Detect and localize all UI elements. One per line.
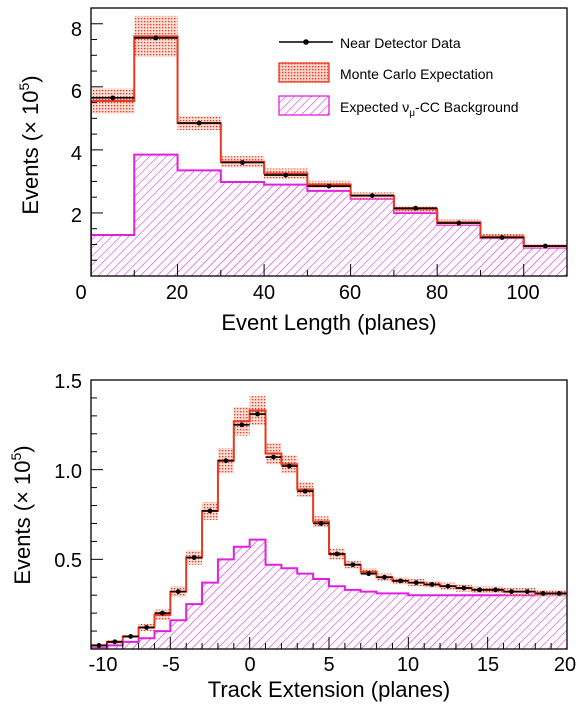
bottom-data-point xyxy=(398,578,403,584)
top-data-point xyxy=(413,205,418,211)
top-data-point xyxy=(369,193,375,199)
top-data-point xyxy=(542,243,548,249)
bottom-background-area xyxy=(91,539,567,649)
top-data-point xyxy=(283,172,289,178)
top-xtick-label: 20 xyxy=(166,282,188,304)
bottom-data-point xyxy=(540,591,546,596)
bottom-data-point xyxy=(255,411,260,417)
top-mc-line xyxy=(91,35,567,276)
top-plot-frame xyxy=(90,7,568,277)
bottom-data-point xyxy=(556,591,562,596)
top-data-point xyxy=(110,95,116,101)
bottom-data-point xyxy=(413,580,419,586)
top-xtick-label: 60 xyxy=(339,282,361,304)
top-xtick-label: 0 xyxy=(75,282,86,304)
bottom-data-point xyxy=(318,521,324,526)
legend-item-background: Expected νμ-CC Background xyxy=(278,95,519,119)
top-ytick-label: 8 xyxy=(71,19,82,41)
top-ytick-label: 6 xyxy=(71,81,82,103)
bottom-data-point xyxy=(175,589,181,595)
top-xtick-label: 80 xyxy=(426,282,448,304)
bottom-xtick-label: -5 xyxy=(162,654,180,676)
bottom-data-point xyxy=(477,587,483,593)
bottom-ytick-label: 0.5 xyxy=(54,550,82,572)
bottom-data-point xyxy=(96,643,102,648)
top-xtick-label: 40 xyxy=(253,282,275,304)
bottom-ytick-label: 1.5 xyxy=(54,371,82,393)
bottom-data-point xyxy=(493,587,498,593)
bottom-y-axis-label: Events (× 105) xyxy=(8,445,35,584)
bottom-background-line xyxy=(91,538,567,649)
bottom-data-point xyxy=(191,555,197,560)
bottom-data-point xyxy=(382,574,387,580)
legend-background-label: Expected νμ-CC Background xyxy=(340,99,519,119)
bottom-data-point xyxy=(302,488,308,494)
bottom-data-point xyxy=(112,639,118,645)
bottom-xtick-label: 15 xyxy=(477,654,499,676)
top-data-point xyxy=(499,235,505,240)
bottom-xtick-label: 10 xyxy=(397,654,419,676)
bottom-x-axis-label: Track Extension (planes) xyxy=(208,677,451,702)
top-ytick-label: 2 xyxy=(71,205,82,227)
bottom-data-point xyxy=(239,422,245,428)
bottom-data-point xyxy=(429,582,435,587)
bottom-data-point xyxy=(286,463,292,469)
bottom-xtick-label: -10 xyxy=(89,654,118,676)
bottom-data-point xyxy=(144,625,149,630)
top-data-point xyxy=(196,120,202,126)
bottom-data-point xyxy=(350,562,356,568)
top-xtick-label: 100 xyxy=(506,282,539,304)
bottom-data-point xyxy=(128,634,134,639)
bottom-xtick-label: 0 xyxy=(244,654,255,676)
bottom-data-point xyxy=(160,610,165,616)
bottom-xtick-label: 20 xyxy=(554,654,576,676)
bottom-chart: -10 -5 0 5 10 15 20 0.5 1.0 1.5 Track Ex… xyxy=(8,371,576,702)
top-x-axis-label: Event Length (planes) xyxy=(221,310,436,335)
bottom-xtick-label: 5 xyxy=(323,654,334,676)
legend-mc-label: Monte Carlo Expectation xyxy=(340,66,493,82)
legend: Near Detector Data Monte Carlo Expectati… xyxy=(278,35,519,119)
bottom-data-point xyxy=(509,589,514,595)
top-data-point xyxy=(240,160,245,165)
top-background-area xyxy=(91,154,567,276)
bottom-data-point xyxy=(524,589,530,595)
bottom-data-point xyxy=(334,551,340,557)
legend-data-label: Near Detector Data xyxy=(340,35,461,51)
top-data-point xyxy=(326,183,332,189)
bottom-data-point xyxy=(461,585,467,591)
top-data-point xyxy=(153,35,159,41)
top-ytick-label: 4 xyxy=(71,143,82,165)
bottom-data-point xyxy=(207,508,213,514)
bottom-data-point xyxy=(445,583,451,589)
top-chart: 0 20 40 60 80 100 2 4 6 8 Event Length (… xyxy=(16,7,568,335)
top-y-axis-label: Events (× 105) xyxy=(16,75,43,214)
legend-item-data: Near Detector Data xyxy=(279,35,461,51)
bottom-data-point xyxy=(366,571,372,577)
legend-item-mc: Monte Carlo Expectation xyxy=(278,62,493,83)
bottom-data-point xyxy=(223,458,229,464)
top-data-point xyxy=(456,220,462,226)
bottom-ytick-label: 1.0 xyxy=(54,461,82,483)
bottom-data-point xyxy=(271,454,276,460)
